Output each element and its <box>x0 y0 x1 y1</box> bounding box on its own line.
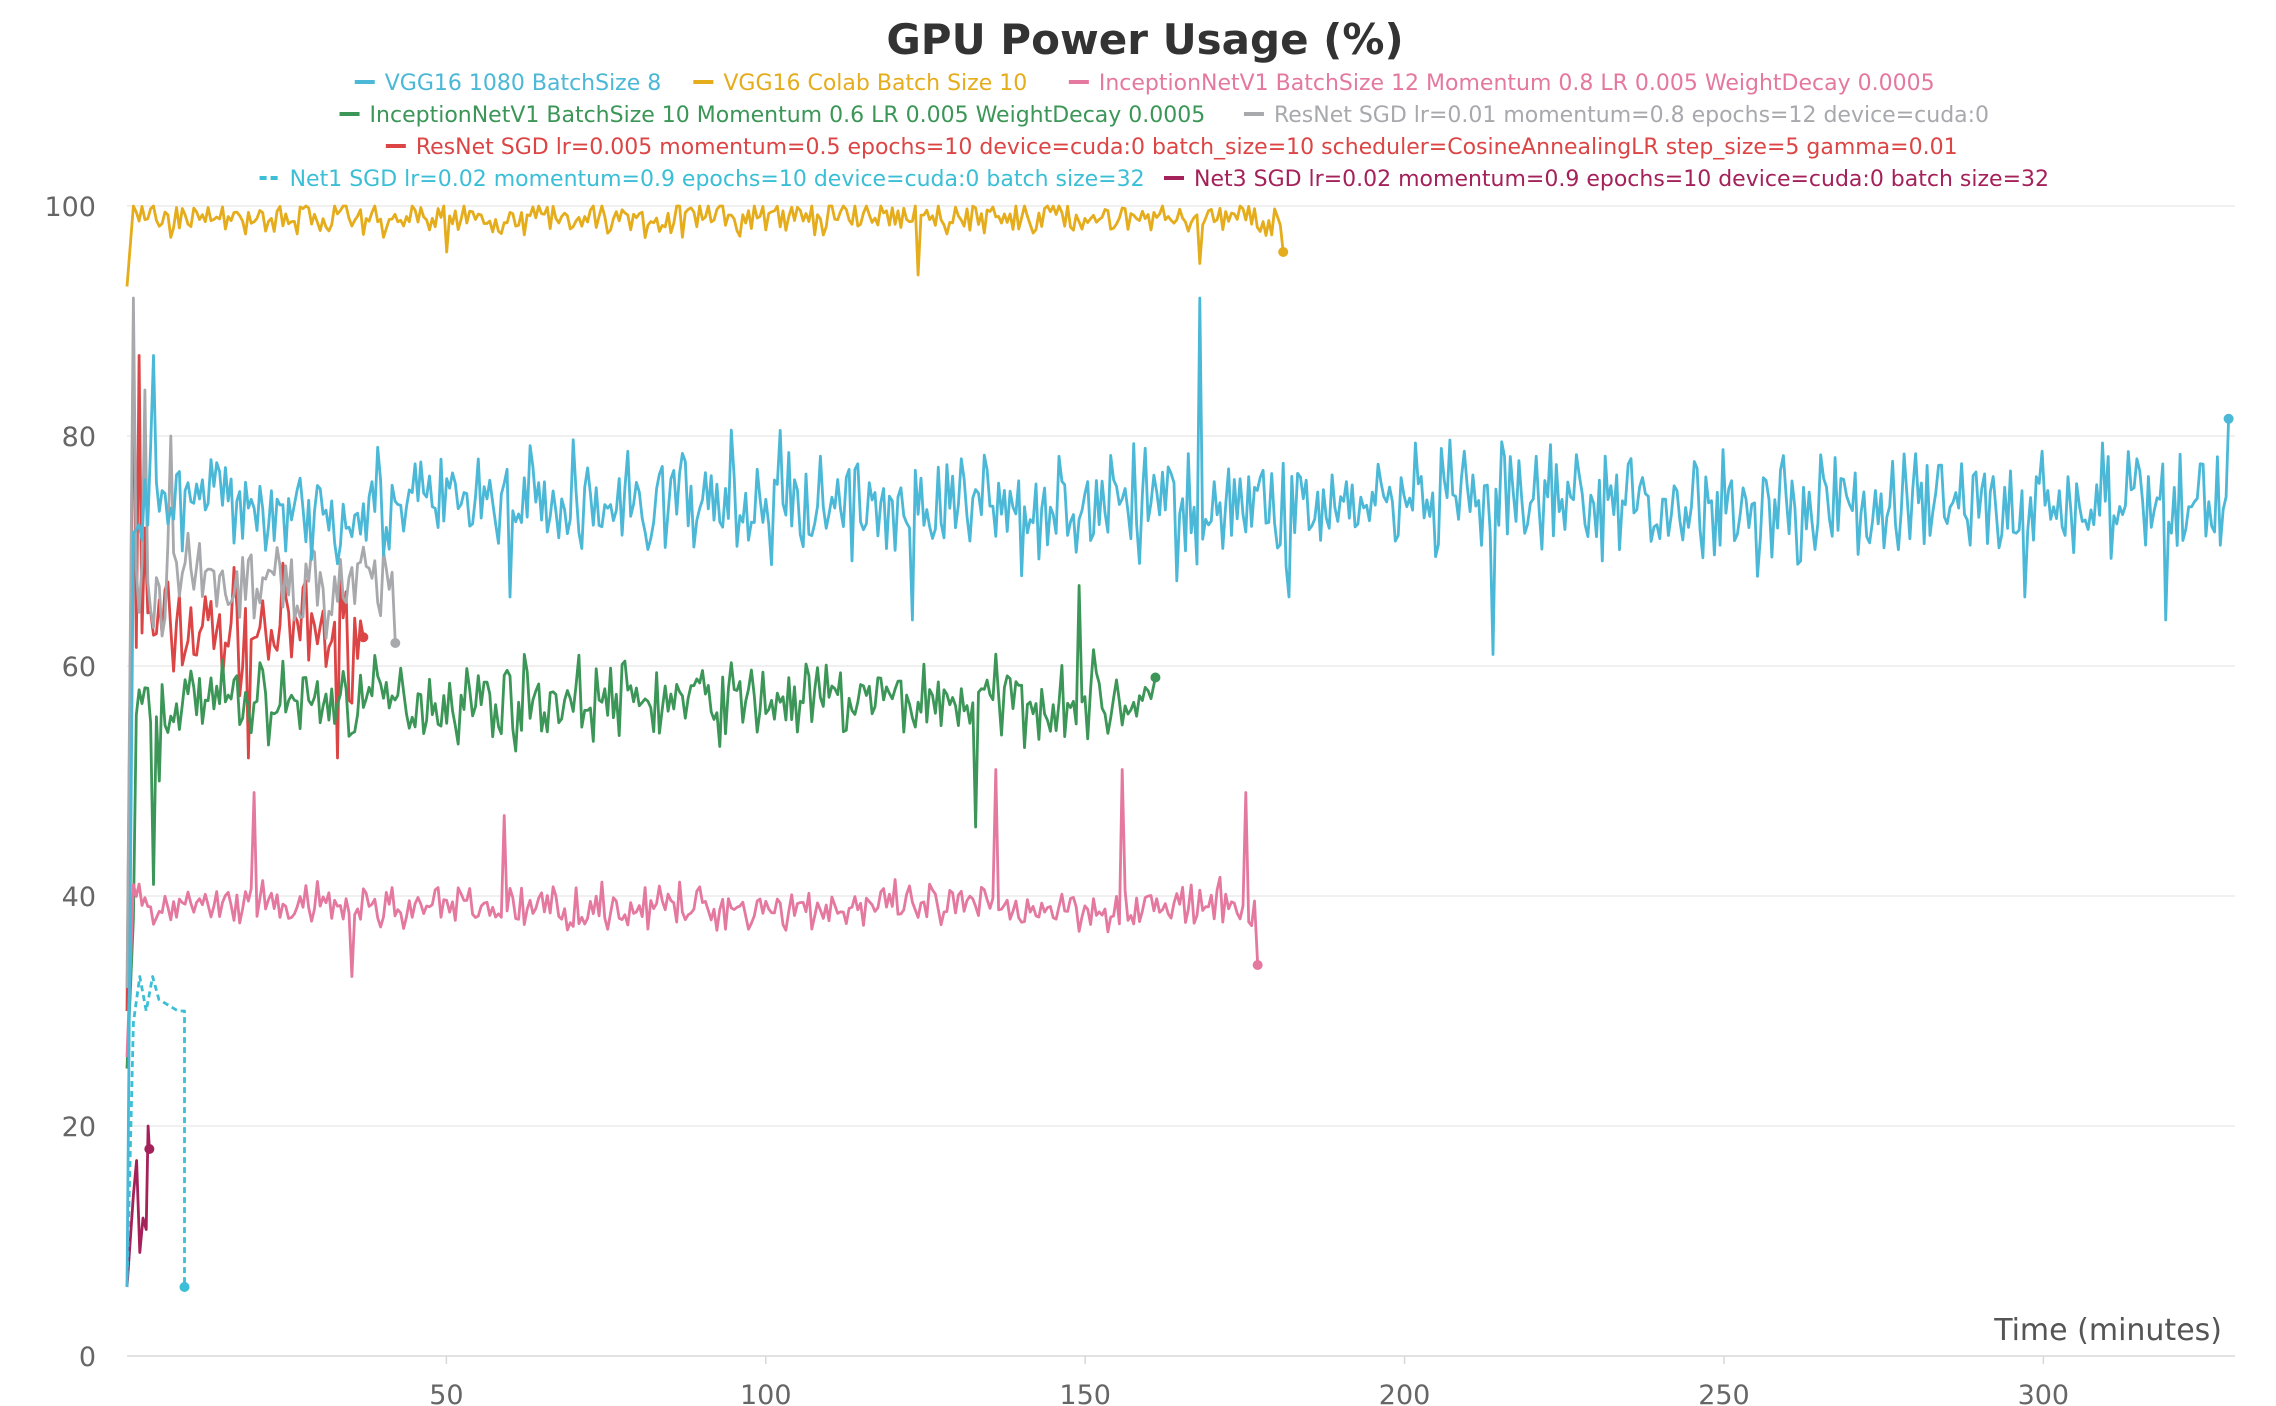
series-end-point <box>1150 672 1161 683</box>
grid-lines <box>127 205 2235 1127</box>
y-axis-ticks: 0 20 40 60 80 100 <box>44 192 96 1373</box>
legend-entry: Net3 SGD lr=0.02 momentum=0.9 epochs=10 … <box>1164 167 2049 192</box>
legend-entry: ResNet SGD lr=0.01 momentum=0.8 epochs=1… <box>1243 103 1989 128</box>
x-axis-label: Time (minutes) <box>1993 1313 2222 1348</box>
legend-label: ResNet SGD lr=0.01 momentum=0.8 epochs=1… <box>1274 103 1989 128</box>
legend-label: VGG16 Colab Batch Size 10 <box>723 71 1027 96</box>
legend-label: Net3 SGD lr=0.02 momentum=0.9 epochs=10 … <box>1194 167 2049 192</box>
legend-label: InceptionNetV1 BatchSize 10 Momentum 0.6… <box>370 103 1206 128</box>
legend-entry: VGG16 1080 BatchSize 8 <box>354 71 662 96</box>
series-end-point <box>2223 413 2234 424</box>
x-tick-label: 50 <box>429 1380 463 1406</box>
y-tick-label: 60 <box>62 652 96 683</box>
series-end-point <box>1278 247 1289 257</box>
series-line <box>125 204 1285 287</box>
series-line <box>125 584 1157 1069</box>
series-line <box>125 296 397 989</box>
y-tick-label: 20 <box>62 1112 96 1143</box>
legend-entry: VGG16 Colab Batch Size 10 <box>693 71 1027 96</box>
series-end-point <box>390 638 401 648</box>
series-line <box>125 768 1260 1058</box>
series-end-point <box>1252 960 1263 970</box>
x-tick-label: 300 <box>2018 1380 2070 1406</box>
series-line <box>125 975 186 1288</box>
y-tick-label: 100 <box>44 192 96 223</box>
x-tick-label: 100 <box>740 1380 792 1406</box>
legend-entry: ResNet SGD lr=0.005 momentum=0.5 epochs=… <box>385 135 1958 160</box>
series-line <box>125 1124 151 1288</box>
chart-title: GPU Power Usage (%) <box>886 15 1403 64</box>
x-axis-ticks: 50 100 150 200 250 300 <box>429 1356 2069 1406</box>
series-line <box>125 331 365 1012</box>
x-tick-label: 250 <box>1698 1380 1750 1406</box>
legend-label: VGG16 1080 BatchSize 8 <box>385 71 662 96</box>
legend-entry: InceptionNetV1 BatchSize 12 Momentum 0.8… <box>1068 71 1935 96</box>
series-layer <box>125 204 2234 1292</box>
y-tick-label: 0 <box>79 1342 96 1373</box>
legend-entry: InceptionNetV1 BatchSize 10 Momentum 0.6… <box>339 103 1206 128</box>
y-tick-label: 80 <box>62 422 96 453</box>
legend-label: InceptionNetV1 BatchSize 12 Momentum 0.8… <box>1099 71 1935 96</box>
legend-label: Net1 SGD lr=0.02 momentum=0.9 epochs=10 … <box>290 167 1145 192</box>
series-line <box>125 296 2230 1288</box>
series-end-point <box>144 1144 155 1154</box>
legend: VGG16 1080 BatchSize 8 VGG16 Colab Batch … <box>259 71 2049 192</box>
series-end-point <box>179 1282 190 1292</box>
y-tick-label: 40 <box>62 882 96 913</box>
legend-label: ResNet SGD lr=0.005 momentum=0.5 epochs=… <box>416 135 1958 160</box>
x-tick-label: 150 <box>1059 1380 1111 1406</box>
series-end-point <box>358 632 369 643</box>
legend-entry: Net1 SGD lr=0.02 momentum=0.9 epochs=10 … <box>259 167 1145 192</box>
x-tick-label: 200 <box>1379 1380 1431 1406</box>
